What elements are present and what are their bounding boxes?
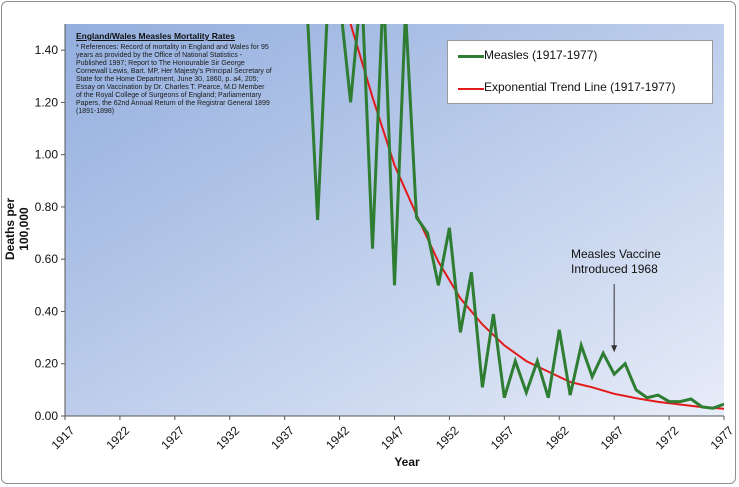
y-tick-label: 0.40: [35, 304, 59, 318]
annotation-arrow: [611, 284, 618, 353]
legend-swatch-measles: [458, 55, 484, 58]
x-tick-label: 1927: [158, 423, 187, 452]
chart-title: England/Wales Measles Mortality Rates: [76, 31, 235, 41]
x-tick-label: 1922: [103, 423, 132, 452]
legend-label-trend: Exponential Trend Line (1917-1977): [484, 80, 676, 94]
y-tick-label: 1.00: [35, 148, 59, 162]
references-box: England/Wales Measles Mortality Rates * …: [76, 31, 272, 116]
y-tick-label: 0.60: [35, 252, 59, 266]
y-tick-label: 0.00: [35, 409, 59, 423]
x-tick-label: 1937: [268, 423, 297, 452]
x-tick-label: 1942: [323, 423, 352, 452]
x-tick-label: 1952: [433, 423, 462, 452]
x-tick-label: 1977: [708, 423, 737, 452]
legend: Measles (1917-1977) Exponential Trend Li…: [447, 40, 713, 104]
y-tick-label: 0.80: [35, 200, 59, 214]
references-text: * References: Record of mortality in Eng…: [76, 44, 272, 115]
vaccine-annotation: Measles Vaccine Introduced 1968: [571, 247, 661, 277]
x-axis: 1917 1922 1927 1932 1937 1942 1947 1952 1957 1962…: [49, 415, 737, 452]
x-tick-label: 1932: [213, 423, 242, 452]
x-tick-label: 1917: [49, 423, 78, 452]
y-tick-label: 1.40: [35, 43, 59, 57]
y-axis-label: Deaths per 100,000: [3, 197, 31, 261]
x-tick-label: 1962: [543, 423, 572, 452]
annotation-line-1: Measles Vaccine: [571, 247, 661, 261]
legend-item-measles: Measles (1917-1977): [448, 46, 712, 66]
y-tick-label: 1.20: [35, 95, 59, 109]
x-tick-label: 1967: [598, 423, 627, 452]
series-layer: [306, 24, 724, 410]
measles-line: [306, 24, 724, 410]
annotation-line-2: Introduced 1968: [571, 262, 658, 276]
arrow-head: [611, 345, 618, 353]
x-axis-label: Year: [394, 455, 420, 469]
legend-swatch-trend: [458, 88, 484, 90]
y-axis: 0.00 0.20 0.40 0.60 0.80 1.00 1.20 1.40: [35, 24, 66, 423]
legend-item-trend: Exponential Trend Line (1917-1977): [448, 78, 712, 98]
x-tick-label: 1972: [653, 423, 682, 452]
trend-line: [349, 24, 724, 410]
x-tick-label: 1947: [378, 423, 407, 452]
legend-label-measles: Measles (1917-1977): [484, 48, 598, 62]
y-tick-label: 0.20: [35, 357, 59, 371]
x-tick-label: 1957: [488, 423, 517, 452]
